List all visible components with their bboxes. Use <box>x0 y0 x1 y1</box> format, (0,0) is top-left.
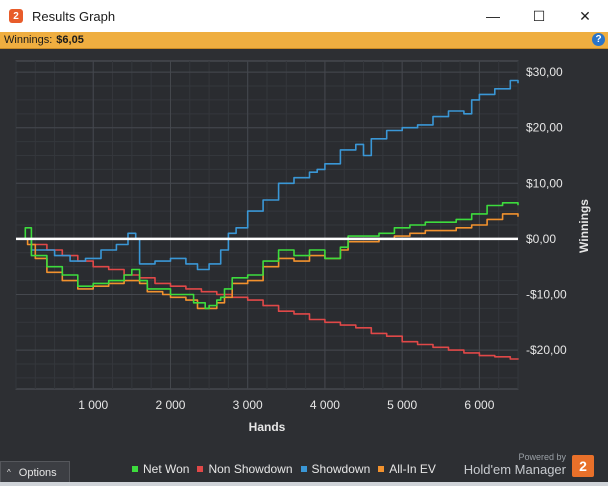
caret-up-icon: ^ <box>7 468 11 477</box>
help-icon[interactable]: ? <box>592 33 605 46</box>
app-logo-icon: 2 <box>9 9 23 23</box>
y-tick-label: $20,00 <box>526 121 563 135</box>
legend-label: Non Showdown <box>208 462 293 476</box>
winnings-label: Winnings: <box>4 34 53 46</box>
x-tick-label: 5 000 <box>387 398 417 412</box>
maximize-button[interactable]: ☐ <box>532 7 546 24</box>
x-tick-label: 4 000 <box>310 398 340 412</box>
y-tick-label: -$10,00 <box>526 287 567 301</box>
legend-item-showdown[interactable]: Showdown <box>300 462 371 476</box>
title-bar: 2 Results Graph — ☐ ✕ <box>0 0 608 32</box>
tick-labels: 1 000 2 000 3 000 4 000 5 000 6 000 $30,00 $20,… <box>78 65 567 412</box>
options-button[interactable]: ^ Options <box>0 461 70 484</box>
legend-swatch <box>300 466 307 472</box>
legend-label: Showdown <box>311 462 371 476</box>
y-tick-label: $30,00 <box>526 65 563 79</box>
y-axis-label: Winnings <box>577 199 591 253</box>
series-line-showdown <box>16 79 519 271</box>
legend-label: All-In EV <box>389 462 436 476</box>
legend-item-net-won[interactable]: Net Won <box>132 462 189 476</box>
winnings-bar: Winnings: $6,05 ? <box>0 32 608 49</box>
window-bottom-edge <box>0 482 608 486</box>
x-tick-label: 3 000 <box>233 398 263 412</box>
legend-swatch <box>197 466 204 472</box>
series-line-non-showdown <box>16 238 519 360</box>
legend-label: Net Won <box>143 462 190 476</box>
y-tick-label: -$20,00 <box>526 343 567 357</box>
legend-swatch <box>132 466 138 472</box>
brand-logo-icon: 2 <box>572 455 594 477</box>
powered-by: Powered by Hold'em Manager <box>464 452 566 477</box>
y-tick-label: $10,00 <box>526 176 563 190</box>
winnings-value: $6,05 <box>56 34 84 46</box>
chart-legend: Net Won Non Showdown Showdown All-In EV <box>132 462 444 476</box>
minimize-button[interactable]: — <box>486 8 500 24</box>
grid-lines <box>15 61 519 389</box>
results-graph-svg: 1 000 2 000 3 000 4 000 5 000 6 000 $30,00 $20,… <box>15 60 591 434</box>
series-lines <box>16 79 519 360</box>
x-tick-label: 1 000 <box>78 398 108 412</box>
close-button[interactable]: ✕ <box>579 7 591 24</box>
brand-name: Hold'em Manager <box>463 462 566 477</box>
legend-item-all-in-ev[interactable]: All-In EV <box>378 462 436 476</box>
series-line-net-won <box>16 202 519 310</box>
options-label: Options <box>18 466 57 479</box>
powered-by-text: Powered by <box>518 452 566 462</box>
results-chart: 1 000 2 000 3 000 4 000 5 000 6 000 $30,00 $20,… <box>0 49 608 486</box>
legend-swatch <box>378 466 385 472</box>
x-tick-label: 2 000 <box>155 398 185 412</box>
x-axis-label: Hands <box>249 420 286 434</box>
legend-item-non-showdown[interactable]: Non Showdown <box>197 462 293 476</box>
y-tick-label: $0,00 <box>526 232 556 246</box>
x-tick-label: 6 000 <box>464 398 494 412</box>
window-title: Results Graph <box>32 8 116 24</box>
